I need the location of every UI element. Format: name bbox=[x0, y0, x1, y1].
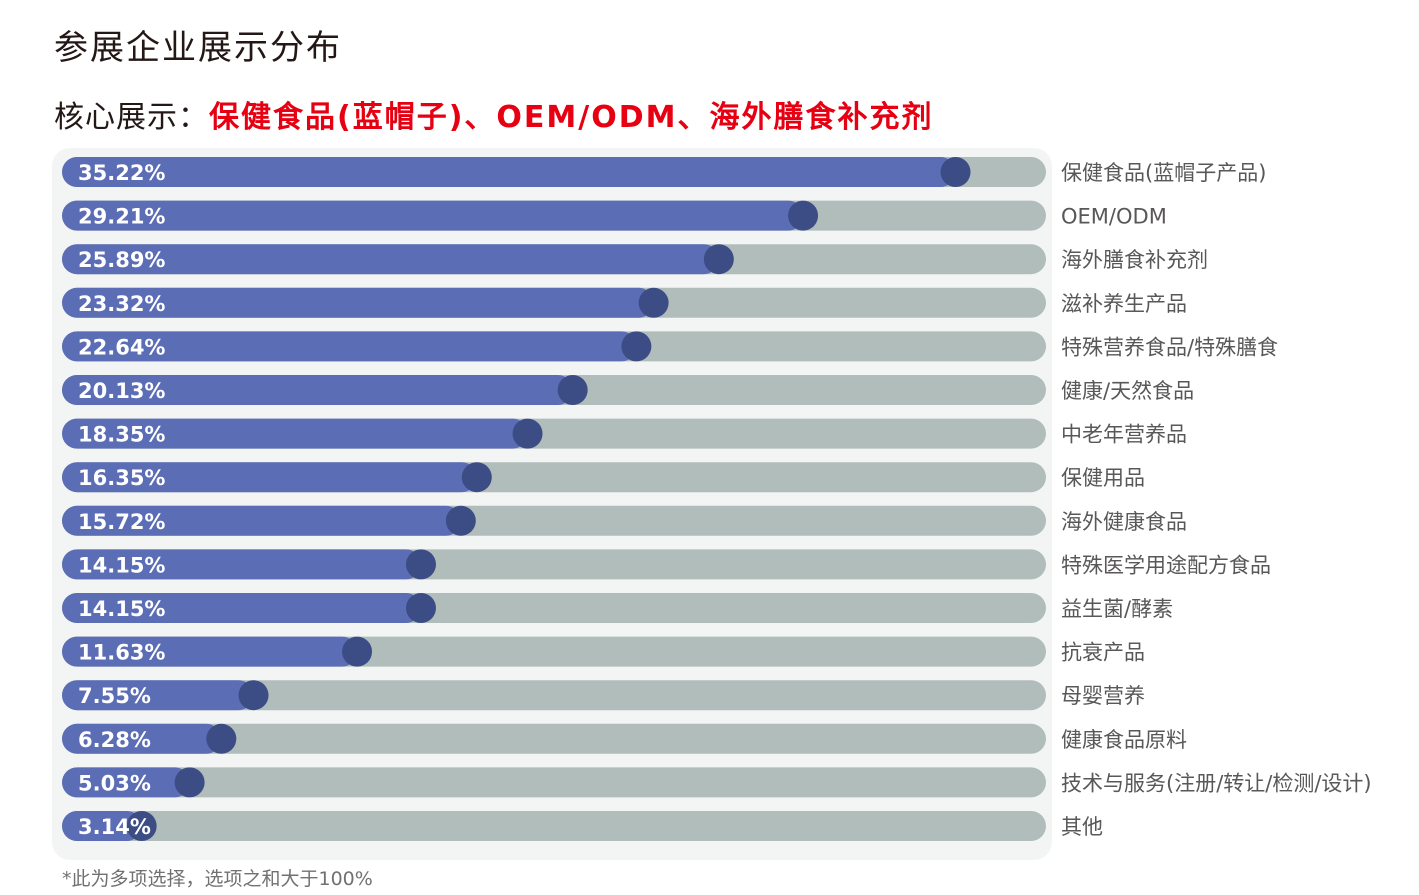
bar-row: 6.28% 健康食品原料 bbox=[62, 723, 1187, 754]
bar-knob bbox=[206, 723, 237, 754]
category-label: OEM/ODM bbox=[1061, 205, 1167, 229]
category-label: 母婴营养 bbox=[1061, 684, 1145, 708]
bar-track bbox=[62, 767, 1046, 798]
value-label: 3.14% bbox=[78, 815, 151, 839]
value-label: 14.15% bbox=[78, 553, 165, 577]
bar-knob bbox=[445, 505, 476, 536]
category-label: 技术与服务(注册/转让/检测/设计) bbox=[1061, 771, 1372, 795]
bar-knob bbox=[621, 331, 652, 362]
category-label: 中老年营养品 bbox=[1061, 423, 1187, 447]
bar-fill bbox=[62, 244, 719, 275]
bar-knob bbox=[126, 811, 157, 841]
category-label: 海外膳食补充剂 bbox=[1061, 248, 1208, 272]
bar-row: 22.64% 特殊营养食品/特殊膳食 bbox=[62, 331, 1278, 362]
bar-track bbox=[62, 811, 1046, 841]
category-label: 海外健康食品 bbox=[1061, 510, 1187, 534]
value-label: 16.35% bbox=[78, 466, 165, 490]
category-label: 保健用品 bbox=[1061, 466, 1145, 490]
value-label: 6.28% bbox=[78, 728, 151, 752]
bar-fill bbox=[62, 200, 804, 231]
bar-knob bbox=[405, 549, 436, 580]
bar-knob bbox=[788, 200, 819, 231]
core-exhibits-label: 核心展示： bbox=[54, 100, 209, 135]
value-label: 20.13% bbox=[78, 379, 165, 403]
category-label: 其他 bbox=[1061, 815, 1103, 839]
bar-fill bbox=[62, 505, 461, 536]
category-label: 抗衰产品 bbox=[1061, 641, 1145, 665]
bar-knob bbox=[174, 767, 205, 798]
bar-row: 23.32% 滋补养生产品 bbox=[62, 287, 1187, 318]
bar-row: 16.35% 保健用品 bbox=[62, 462, 1145, 493]
bar-knob bbox=[342, 636, 373, 667]
bar-row: 18.35% 中老年营养品 bbox=[62, 418, 1187, 449]
value-label: 22.64% bbox=[78, 335, 165, 359]
category-label: 特殊营养食品/特殊膳食 bbox=[1061, 335, 1278, 359]
category-label: 保健食品(蓝帽子产品) bbox=[1061, 161, 1266, 185]
category-label: 滋补养生产品 bbox=[1061, 292, 1187, 316]
bar-knob bbox=[703, 244, 734, 275]
bar-knob bbox=[557, 375, 588, 405]
bar-knob bbox=[461, 462, 492, 493]
category-label: 益生菌/酵素 bbox=[1061, 597, 1173, 621]
bar-fill bbox=[62, 462, 477, 493]
bar-fill bbox=[62, 636, 358, 667]
bar-row: 5.03% 技术与服务(注册/转让/检测/设计) bbox=[62, 767, 1372, 798]
footnote: *此为多项选择，选项之和大于100% bbox=[62, 868, 373, 890]
bar-fill bbox=[62, 811, 142, 841]
category-label: 健康食品原料 bbox=[1061, 728, 1187, 752]
bar-fill bbox=[62, 287, 654, 318]
value-label: 7.55% bbox=[78, 684, 151, 708]
core-exhibits-items: 保健食品(蓝帽子)、OEM/ODM、海外膳食补充剂 bbox=[209, 100, 934, 135]
bar-fill bbox=[62, 418, 528, 449]
bar-fill bbox=[62, 157, 956, 187]
chart-title: 参展企业展示分布 bbox=[54, 28, 342, 68]
value-label: 14.15% bbox=[78, 597, 165, 621]
bar-row: 29.21% OEM/ODM bbox=[62, 200, 1167, 231]
bar-knob bbox=[512, 418, 543, 449]
core-exhibits: 核心展示：保健食品(蓝帽子)、OEM/ODM、海外膳食补充剂 bbox=[54, 92, 934, 136]
bar-row: 11.63% 抗衰产品 bbox=[62, 636, 1145, 667]
bar-knob bbox=[238, 680, 269, 711]
bar-knob bbox=[405, 593, 436, 623]
bar-row: 25.89% 海外膳食补充剂 bbox=[62, 244, 1208, 275]
value-label: 23.32% bbox=[78, 292, 165, 316]
value-label: 18.35% bbox=[78, 423, 165, 447]
value-label: 29.21% bbox=[78, 205, 165, 229]
bar-fill bbox=[62, 549, 421, 580]
value-label: 11.63% bbox=[78, 641, 165, 665]
bar-fill bbox=[62, 680, 254, 711]
bar-knob bbox=[940, 157, 971, 187]
category-label: 特殊医学用途配方食品 bbox=[1061, 553, 1271, 577]
bar-row: 14.15% 特殊医学用途配方食品 bbox=[62, 549, 1271, 580]
bar-fill bbox=[62, 593, 421, 623]
bar-row: 35.22% 保健食品(蓝帽子产品) bbox=[62, 157, 1266, 187]
value-label: 25.89% bbox=[78, 248, 165, 272]
value-label: 5.03% bbox=[78, 771, 151, 795]
bar-knob bbox=[638, 287, 669, 318]
bar-row: 20.13% 健康/天然食品 bbox=[62, 375, 1194, 405]
bar-fill bbox=[62, 375, 573, 405]
bar-fill bbox=[62, 767, 190, 798]
bar-row: 15.72% 海外健康食品 bbox=[62, 505, 1187, 536]
value-label: 15.72% bbox=[78, 510, 165, 534]
bar-row: 7.55% 母婴营养 bbox=[62, 680, 1145, 711]
bar-track bbox=[62, 680, 1046, 711]
bar-row: 3.14% 其他 bbox=[62, 811, 1103, 841]
bar-fill bbox=[62, 331, 637, 362]
bar-fill bbox=[62, 723, 222, 754]
category-label: 健康/天然食品 bbox=[1061, 379, 1194, 403]
value-label: 35.22% bbox=[78, 161, 165, 185]
bar-row: 14.15% 益生菌/酵素 bbox=[62, 593, 1173, 623]
bar-track bbox=[62, 723, 1046, 754]
